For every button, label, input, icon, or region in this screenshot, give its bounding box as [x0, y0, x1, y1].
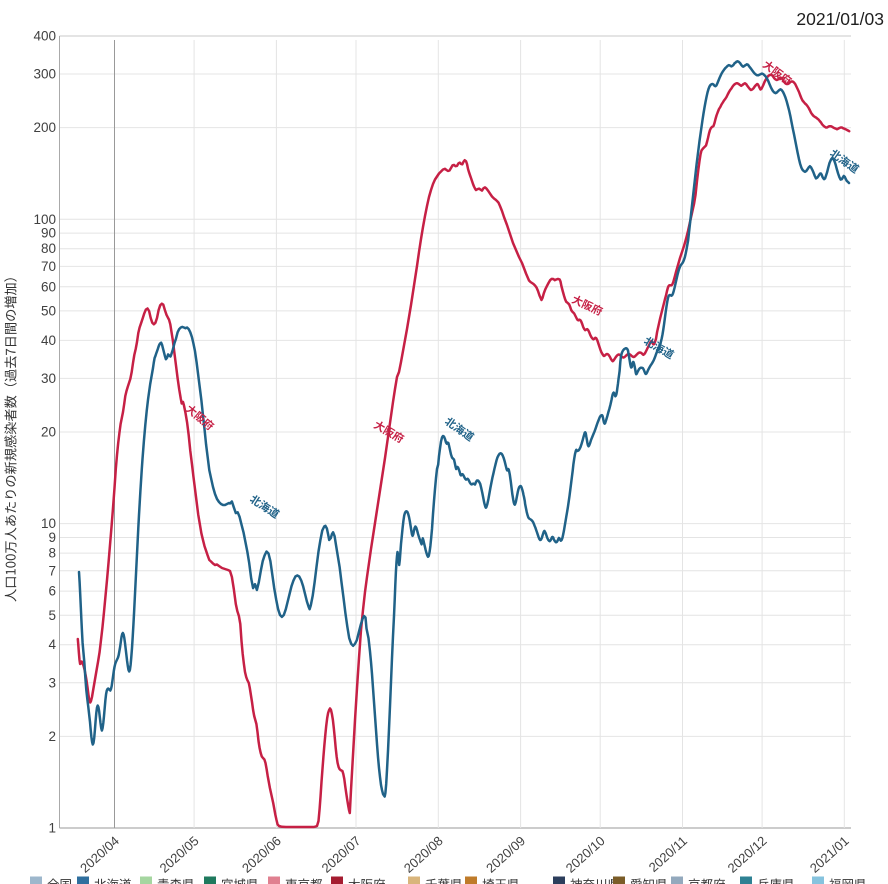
svg-text:80: 80 [41, 241, 56, 256]
svg-text:100: 100 [33, 212, 56, 227]
svg-text:60: 60 [41, 279, 56, 294]
svg-text:8: 8 [48, 546, 56, 561]
svg-text:200: 200 [33, 120, 56, 135]
svg-text:90: 90 [41, 226, 56, 241]
svg-text:9: 9 [48, 530, 56, 545]
svg-text:70: 70 [41, 259, 56, 274]
svg-text:6: 6 [48, 584, 56, 599]
svg-text:10: 10 [41, 516, 56, 531]
svg-text:5: 5 [48, 608, 56, 623]
svg-text:50: 50 [41, 303, 56, 318]
svg-text:30: 30 [41, 371, 56, 386]
svg-text:4: 4 [48, 637, 56, 652]
svg-text:7: 7 [48, 563, 56, 578]
svg-text:400: 400 [33, 29, 56, 44]
svg-text:3: 3 [48, 675, 56, 690]
svg-text:40: 40 [41, 333, 56, 348]
svg-text:2021/01/03: 2021/01/03 [796, 9, 884, 29]
svg-text:300: 300 [33, 67, 56, 82]
svg-text:2: 2 [48, 729, 56, 744]
svg-text:20: 20 [41, 425, 56, 440]
svg-text:1: 1 [48, 821, 56, 836]
